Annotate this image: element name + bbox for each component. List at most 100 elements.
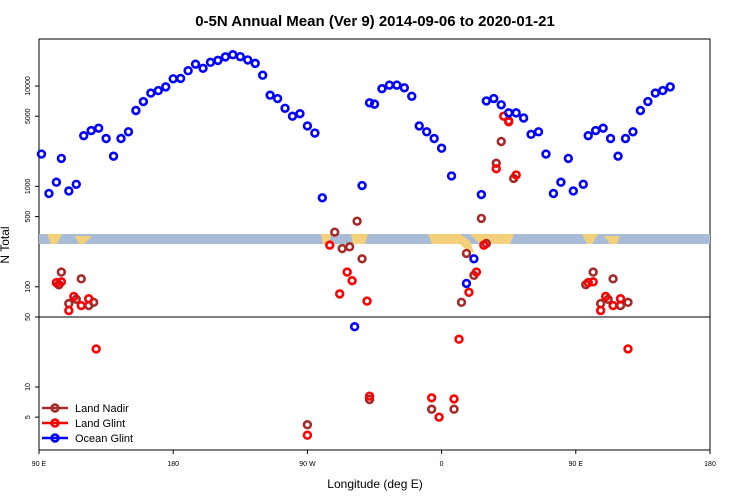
data-points <box>36 50 675 440</box>
ocean-glint-point <box>56 153 67 164</box>
land-glint-point <box>69 291 79 302</box>
legend: Land Nadir Land Glint Ocean Glint <box>42 403 133 445</box>
ocean-glint-point <box>392 80 402 90</box>
x-tick-label: 0 <box>440 461 444 468</box>
y-tick-label: 100 <box>25 281 32 293</box>
x-axis-label: Longitude (deg E) <box>327 477 422 491</box>
land-glint-point <box>364 391 375 401</box>
land-glint-point <box>434 412 444 422</box>
x-tick-label: 90 W <box>299 461 316 468</box>
ocean-glint-point <box>407 91 417 101</box>
land-glint-point <box>454 334 464 344</box>
ocean-glint-point <box>198 63 208 74</box>
land-glint-point <box>51 277 62 288</box>
ocean-glint-point <box>578 179 588 189</box>
land-nadir-point <box>461 248 472 259</box>
ocean-glint-point <box>302 121 313 131</box>
ocean-glint-point <box>190 59 201 69</box>
land-glint-point <box>449 394 459 404</box>
legend-marker-ocean-glint <box>50 433 60 443</box>
legend-marker-land-nadir <box>50 403 60 413</box>
ocean-glint-point <box>414 121 424 131</box>
ocean-glint-point <box>235 51 246 62</box>
ocean-glint-point <box>650 88 661 98</box>
ocean-glint-point <box>541 149 551 159</box>
ocean-glint-point <box>101 133 111 144</box>
ocean-glint-point <box>123 127 134 137</box>
land-patch <box>604 236 620 244</box>
ocean-glint-point <box>108 151 119 161</box>
ocean-glint-point <box>446 171 457 181</box>
ocean-glint-point <box>228 50 238 60</box>
legend-marker-land-glint <box>50 418 60 428</box>
land-glint-point <box>76 300 86 311</box>
ocean-glint-point <box>481 96 492 106</box>
land-glint-point <box>511 170 521 180</box>
land-patch <box>428 234 474 252</box>
ocean-glint-point <box>71 179 81 189</box>
ocean-glint-point <box>168 74 178 84</box>
ocean-glint-point <box>533 127 544 137</box>
land-glint-point <box>426 393 437 403</box>
ocean-glint-point <box>613 151 623 161</box>
land-glint-point <box>56 277 67 287</box>
ocean-glint-point <box>489 93 499 104</box>
ocean-glint-point <box>153 85 163 96</box>
land-nadir-point <box>364 394 375 405</box>
y-tick-label: 5 <box>25 415 32 419</box>
ocean-glint-point <box>131 105 141 116</box>
ocean-glint-point <box>469 254 479 264</box>
land-glint-point <box>623 344 633 354</box>
ocean-glint-point <box>364 98 375 108</box>
ocean-glint-point <box>556 177 566 187</box>
ocean-glint-point <box>287 111 298 121</box>
ocean-glint-point <box>369 99 380 109</box>
land-nadir-point <box>76 274 86 284</box>
ocean-glint-point <box>175 73 186 84</box>
land-glint-point <box>64 305 74 316</box>
ocean-glint-point <box>628 127 638 137</box>
x-tick-label: 90 E <box>569 461 584 468</box>
land-nadir-point <box>496 136 506 147</box>
ocean-band <box>39 234 710 244</box>
ocean-glint-point <box>384 80 395 90</box>
ocean-glint-point <box>161 82 171 92</box>
ocean-glint-point <box>548 188 559 199</box>
ocean-glint-point <box>310 128 320 138</box>
land-nadir-point <box>337 243 347 254</box>
legend-label-land-glint: Land Glint <box>75 418 125 430</box>
land-glint-point <box>583 277 593 288</box>
y-tick-label: 10000 <box>25 76 32 96</box>
land-nadir-point <box>426 404 437 414</box>
legend-label-ocean-glint: Ocean Glint <box>75 433 133 445</box>
ocean-glint-point <box>377 83 387 94</box>
land-glint-point <box>615 294 626 304</box>
land-nadir-point <box>330 227 340 237</box>
land-glint-point <box>335 289 345 299</box>
ocean-glint-point <box>64 186 74 196</box>
ocean-glint-point <box>146 88 156 98</box>
land-nadir-point <box>456 297 467 308</box>
ocean-glint-point <box>280 103 290 113</box>
ocean-glint-point <box>86 125 96 136</box>
ocean-glint-point <box>436 143 447 153</box>
y-tick-label: 10 <box>25 383 32 391</box>
ocean-glint-point <box>496 100 506 110</box>
ocean-glint-point <box>658 85 668 96</box>
ocean-glint-point <box>257 70 268 80</box>
x-axis-ticks: 90 E 180 90 W 0 90 E 180 <box>32 450 716 468</box>
ocean-glint-point <box>36 149 47 159</box>
ocean-glint-point <box>568 186 579 196</box>
ocean-glint-point <box>598 123 608 133</box>
land-nadir-point <box>302 420 313 430</box>
land-nadir-point <box>608 274 618 284</box>
ocean-glint-point <box>620 133 631 144</box>
land-glint-point <box>588 277 598 287</box>
land-glint-point <box>362 296 372 306</box>
ocean-glint-point <box>44 188 54 199</box>
ocean-glint-point <box>213 55 223 66</box>
ocean-glint-point <box>583 130 593 141</box>
ocean-glint-point <box>205 57 216 68</box>
x-tick-label: 90 E <box>32 461 47 468</box>
ocean-glint-point <box>511 108 521 118</box>
